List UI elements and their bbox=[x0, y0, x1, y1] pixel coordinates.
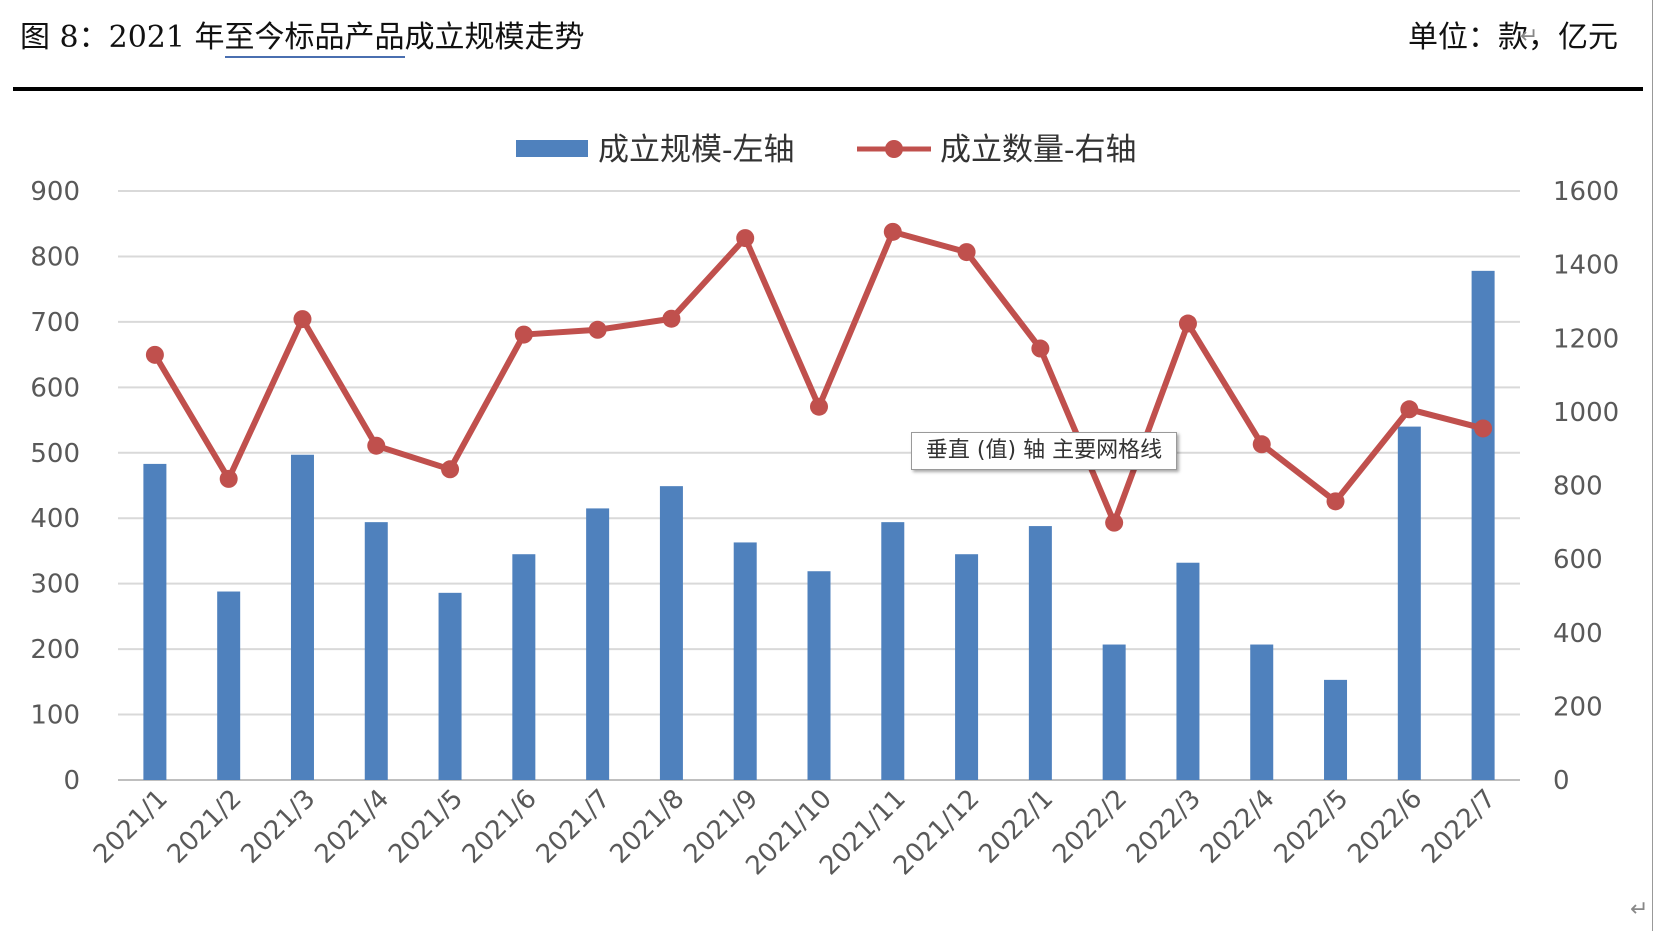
legend-swatch-marker bbox=[885, 140, 903, 158]
bar bbox=[1102, 644, 1126, 780]
return-mark-icon-bottom: ↵ bbox=[1630, 897, 1649, 922]
line-point bbox=[1178, 314, 1197, 333]
line-point bbox=[736, 229, 755, 248]
legend: 成立规模-左轴 成立数量-右轴 bbox=[516, 132, 1136, 168]
x-tick-label: 2022/4 bbox=[1195, 784, 1281, 870]
left-tick-label: 900 bbox=[30, 177, 80, 207]
x-tick-label: 2021/7 bbox=[531, 784, 617, 870]
line-point bbox=[1105, 513, 1124, 532]
right-tick-label: 0 bbox=[1553, 766, 1570, 796]
bar bbox=[217, 591, 241, 780]
return-mark-icon: ↵ bbox=[1520, 24, 1539, 49]
line-point bbox=[662, 309, 681, 328]
bar bbox=[955, 554, 979, 780]
line-point bbox=[883, 222, 902, 241]
left-tick-label: 300 bbox=[30, 570, 80, 600]
bar-series bbox=[143, 270, 1495, 780]
bar bbox=[1397, 426, 1421, 780]
line-point bbox=[293, 310, 312, 329]
x-tick-label: 2022/2 bbox=[1047, 784, 1133, 870]
right-tick-label: 800 bbox=[1553, 472, 1603, 502]
line-point bbox=[145, 345, 164, 364]
x-tick-label: 2022/6 bbox=[1342, 784, 1428, 870]
series-line bbox=[152, 228, 1484, 526]
right-tick-label: 600 bbox=[1553, 545, 1603, 575]
right-axis-ticks: 1600 1400 1200 1000 800 600 400 200 0 bbox=[1553, 177, 1619, 796]
line-point bbox=[367, 436, 386, 455]
x-tick-label: 2022/1 bbox=[973, 784, 1059, 870]
right-tick-label: 1600 bbox=[1553, 177, 1619, 207]
x-tick-label: 2021/3 bbox=[236, 784, 322, 870]
title-suffix: 成立规模走势 bbox=[404, 20, 585, 55]
line-point bbox=[514, 325, 533, 344]
legend-label-bar: 成立规模-左轴 bbox=[598, 132, 794, 168]
left-tick-label: 500 bbox=[30, 439, 80, 469]
page-edge bbox=[1652, 0, 1653, 931]
bar bbox=[143, 463, 167, 780]
bar bbox=[1250, 644, 1274, 780]
title-underlined: 至今标品产品 bbox=[224, 20, 405, 58]
bar bbox=[512, 554, 536, 780]
right-tick-label: 400 bbox=[1553, 619, 1603, 649]
title-prefix: 图 8：2021 年 bbox=[20, 20, 225, 55]
line-point bbox=[1326, 492, 1345, 511]
legend-label-line: 成立数量-右轴 bbox=[940, 132, 1136, 168]
figure-title: 图 8：2021 年至今标品产品成立规模走势 bbox=[20, 18, 585, 58]
bar bbox=[438, 592, 462, 780]
left-tick-label: 100 bbox=[30, 701, 80, 731]
bar bbox=[364, 522, 388, 780]
line-point bbox=[1252, 435, 1271, 454]
bar bbox=[1324, 679, 1348, 780]
line-point bbox=[1400, 400, 1419, 419]
line-point bbox=[588, 320, 607, 339]
line-point bbox=[810, 397, 828, 416]
bar bbox=[586, 508, 610, 780]
gridline-tooltip: 垂直 (值) 轴 主要网格线 bbox=[911, 432, 1177, 470]
bar bbox=[290, 454, 314, 780]
line-point bbox=[219, 469, 238, 488]
left-axis-ticks: 900 800 700 600 500 400 300 200 100 0 bbox=[30, 177, 80, 796]
left-tick-label: 800 bbox=[30, 242, 80, 272]
line-series bbox=[145, 222, 1493, 532]
left-tick-label: 600 bbox=[30, 373, 80, 403]
bar bbox=[1028, 526, 1052, 780]
right-tick-label: 200 bbox=[1553, 692, 1603, 722]
x-tick-label: 2022/3 bbox=[1121, 784, 1207, 870]
left-tick-label: 700 bbox=[30, 308, 80, 338]
x-tick-label: 2021/2 bbox=[162, 784, 248, 870]
right-tick-label: 1400 bbox=[1553, 251, 1619, 281]
x-tick-label: 2021/1 bbox=[88, 784, 174, 870]
left-tick-label: 200 bbox=[30, 635, 80, 665]
bar bbox=[807, 571, 831, 780]
line-point bbox=[441, 460, 460, 479]
legend-swatch-bar bbox=[516, 140, 588, 157]
x-tick-label: 2021/4 bbox=[309, 784, 395, 870]
x-axis-ticks: 2021/12021/22021/32021/42021/52021/62021… bbox=[88, 784, 1502, 882]
right-tick-label: 1000 bbox=[1553, 398, 1619, 428]
bar bbox=[1471, 270, 1495, 780]
line-point bbox=[1474, 419, 1493, 438]
bar bbox=[1176, 562, 1200, 780]
left-tick-label: 400 bbox=[30, 504, 80, 534]
x-tick-label: 2022/5 bbox=[1269, 784, 1355, 870]
x-tick-label: 2022/7 bbox=[1416, 784, 1502, 870]
bar bbox=[881, 522, 905, 780]
x-tick-label: 2021/6 bbox=[457, 784, 543, 870]
x-tick-label: 2021/8 bbox=[604, 784, 690, 870]
header-rule bbox=[13, 87, 1643, 91]
right-tick-label: 1200 bbox=[1553, 324, 1619, 354]
bar bbox=[733, 542, 757, 780]
line-point bbox=[1031, 339, 1050, 358]
unit-label: 单位：款，亿元 bbox=[1408, 20, 1618, 55]
line-point bbox=[957, 243, 976, 262]
left-tick-label: 0 bbox=[63, 766, 80, 796]
x-tick-label: 2021/5 bbox=[383, 784, 469, 870]
bar bbox=[659, 486, 683, 780]
